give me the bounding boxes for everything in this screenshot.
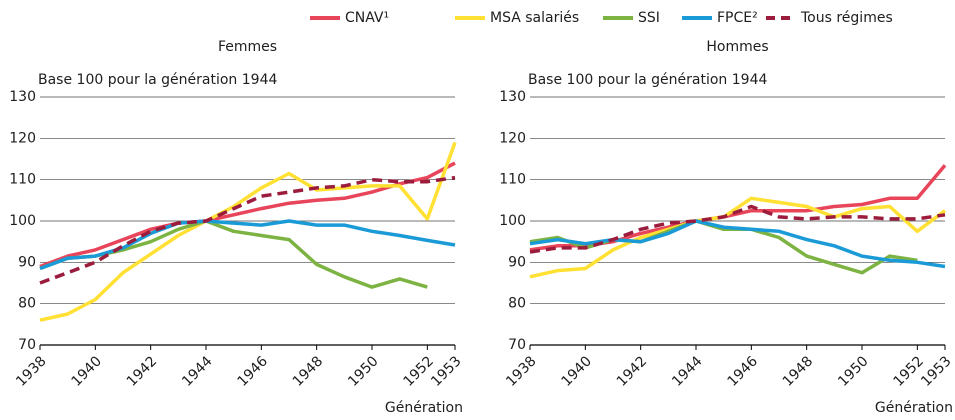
y-tick-label: 90: [508, 254, 526, 270]
y-tick-label: 110: [499, 172, 526, 188]
y-axis-label: Base 100 pour la génération 1944: [38, 72, 277, 88]
y-tick-label: 70: [18, 337, 36, 353]
legend-label: CNAV¹: [345, 10, 389, 26]
series-line: [529, 204, 946, 254]
x-tick-label: 1940: [68, 353, 105, 390]
y-tick-label: 70: [508, 337, 526, 353]
x-axis-label: Génération: [385, 400, 463, 416]
chart-subtitle: Femmes: [218, 39, 277, 55]
x-tick-label: 1952: [890, 353, 927, 390]
legend-label: Tous régimes: [800, 10, 893, 26]
series-line: [39, 219, 456, 271]
x-tick-label: 1953: [428, 353, 465, 390]
series-line: [529, 219, 946, 269]
y-tick-label: 100: [9, 213, 36, 229]
legend-label: FPCE²: [717, 10, 758, 26]
x-tick-label: 1950: [835, 353, 872, 390]
y-tick-label: 130: [9, 89, 36, 105]
x-tick-label: 1953: [918, 353, 955, 390]
y-tick-label: 80: [508, 296, 526, 312]
series-line: [39, 175, 456, 285]
y-tick-label: 100: [499, 213, 526, 229]
x-tick-label: 1938: [13, 353, 50, 390]
x-tick-label: 1940: [558, 353, 595, 390]
y-tick-label: 120: [9, 130, 36, 146]
legend-label: SSI: [638, 10, 660, 26]
y-tick-label: 130: [499, 89, 526, 105]
y-tick-label: 110: [9, 172, 36, 188]
chart-subtitle: Hommes: [706, 39, 768, 55]
x-tick-label: 1948: [780, 353, 817, 390]
x-tick-label: 1944: [179, 353, 216, 390]
series-line: [39, 141, 457, 322]
y-tick-label: 120: [499, 130, 526, 146]
x-tick-label: 1946: [724, 353, 761, 390]
x-tick-label: 1948: [290, 353, 327, 390]
series-line: [39, 161, 456, 269]
x-tick-label: 1942: [124, 353, 161, 390]
x-tick-label: 1942: [614, 353, 651, 390]
x-tick-label: 1950: [345, 353, 382, 390]
legend-label: MSA salariés: [490, 10, 579, 26]
x-tick-label: 1946: [234, 353, 271, 390]
x-tick-label: 1944: [669, 353, 706, 390]
y-tick-label: 80: [18, 296, 36, 312]
x-tick-label: 1952: [400, 353, 437, 390]
y-axis-label: Base 100 pour la génération 1944: [528, 72, 767, 88]
y-tick-label: 90: [18, 254, 36, 270]
series-line: [529, 196, 947, 279]
x-tick-label: 1938: [503, 353, 540, 390]
x-axis-label: Génération: [875, 400, 953, 416]
